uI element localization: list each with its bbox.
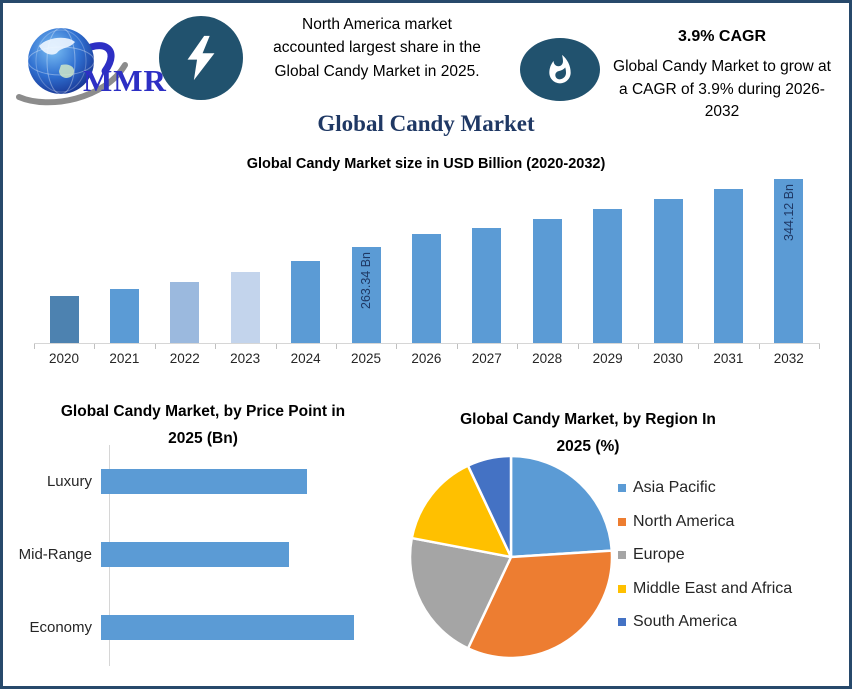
x-tick-label-2031: 2031 <box>713 351 744 366</box>
header-note-line-1: North America market <box>302 16 452 33</box>
pie-slice-europe <box>408 536 513 650</box>
bar-2031 <box>713 189 743 343</box>
legend-label: Middle East and Africa <box>633 580 793 597</box>
price-point-title-line-2: 2025 (Bn) <box>168 430 238 448</box>
header-note-line-3: Global Candy Market in 2025. <box>274 62 480 80</box>
legend-marker-icon <box>618 518 626 526</box>
x-tick-label-2028: 2028 <box>532 351 563 366</box>
legend-marker-icon <box>618 484 626 492</box>
price-point-bar-luxury <box>101 469 307 494</box>
x-axis-tick <box>758 344 760 349</box>
x-axis-tick <box>336 344 337 349</box>
bar-2020 <box>49 296 79 343</box>
price-point-label-economy: Economy <box>29 619 92 636</box>
cagr-headline: 3.9% CAGR <box>677 28 767 45</box>
x-axis-tick <box>819 344 821 349</box>
x-tick-label-2026: 2026 <box>411 351 442 366</box>
legend-label: Europe <box>633 546 685 563</box>
region-title-line-2: 2025 (%) <box>556 438 620 456</box>
bar-2030 <box>653 199 683 343</box>
price-point-row-luxury: Luxury <box>3 469 307 494</box>
x-axis-tick <box>698 344 700 349</box>
flame-icon <box>520 38 600 101</box>
price-point-label-mid-range: Mid-Range <box>18 546 92 563</box>
x-axis-tick <box>577 344 579 349</box>
bar-2032: 344.12 Bn <box>774 179 804 343</box>
x-axis-tick <box>215 344 217 349</box>
cagr-callout: 3.9% CAGR Global Candy Market to grow at… <box>593 25 849 124</box>
legend-marker-icon <box>618 618 626 626</box>
price-point-title-line-1: Global Candy Market, by Price Point in <box>60 403 346 420</box>
logo-text: MMR <box>83 63 167 98</box>
legend-marker-icon <box>618 585 626 593</box>
x-axis-tick <box>396 344 398 349</box>
lightning-icon <box>159 16 243 100</box>
bar-2027 <box>472 228 502 343</box>
legend-label: North America <box>633 513 735 530</box>
legend-item-europe: Europe <box>618 545 685 565</box>
region-title-line-1: Global Candy Market, by Region In <box>460 411 716 428</box>
bar-2023 <box>230 272 260 343</box>
bar-value-label-2025: 263.34 Bn <box>359 252 373 309</box>
region-pie-chart <box>408 454 614 660</box>
page-title: Global Candy Market <box>317 111 535 136</box>
x-tick-label-2030: 2030 <box>652 351 684 366</box>
region-chart-title: Global Candy Market, by Region In 2025 (%… <box>431 406 745 460</box>
market-size-plot: 2020 2021 2022 2023 2024 263.34 Bn 2025 2026 202… <box>3 179 849 366</box>
x-tick-label-2023: 2023 <box>230 351 261 366</box>
pie-slice-north-america <box>466 549 614 660</box>
x-axis-tick <box>638 344 639 349</box>
legend-item-asia-pacific: Asia Pacific <box>618 478 716 498</box>
bar-2026 <box>411 234 441 343</box>
globe-icon <box>16 27 128 106</box>
x-tick-label-2024: 2024 <box>290 351 321 366</box>
pie-slice-middle-east-and-africa <box>410 464 513 559</box>
market-size-chart-title: Global Candy Market size in USD Billion … <box>246 156 606 172</box>
x-tick-label-2029: 2029 <box>592 351 623 366</box>
price-point-bar-economy <box>101 615 354 640</box>
x-axis-line <box>34 343 820 344</box>
bar-2028 <box>532 219 562 343</box>
x-axis-tick <box>456 344 458 349</box>
x-tick-label-2020: 2020 <box>48 351 80 366</box>
mmr-logo: MMR <box>9 13 166 109</box>
legend-label: South America <box>633 613 738 630</box>
bar-2029 <box>593 209 623 343</box>
x-tick-label-2027: 2027 <box>471 351 502 366</box>
cagr-note-line-3: 2032 <box>704 103 740 121</box>
x-axis-tick <box>34 344 35 349</box>
bar-2025: 263.34 Bn <box>351 247 381 343</box>
cagr-note-line-2: a CAGR of 3.9% during 2026- <box>619 80 825 98</box>
x-axis-tick <box>517 344 519 349</box>
header-highlight-note: North America market accounted largest sh… <box>231 13 523 83</box>
bar-2022 <box>170 282 200 343</box>
pie-slice-south-america <box>466 454 513 559</box>
price-point-row-mid-range: Mid-Range <box>3 542 289 567</box>
x-tick-label-2025: 2025 <box>350 351 382 366</box>
bar-2024 <box>291 261 321 343</box>
cagr-note-line-1: Global Candy Market to grow at <box>613 58 831 76</box>
cagr-note: Global Candy Market to grow at a CAGR of … <box>593 56 849 123</box>
bar-2021 <box>109 289 139 343</box>
price-point-label-luxury: Luxury <box>46 473 92 490</box>
legend-item-south-america: South America <box>618 612 737 632</box>
legend-item-middle-east-and-africa: Middle East and Africa <box>618 579 792 599</box>
legend-item-north-america: North America <box>618 512 734 532</box>
x-tick-label-2022: 2022 <box>169 351 200 366</box>
x-tick-label-2021: 2021 <box>109 351 140 366</box>
pie-slice-asia-pacific <box>509 454 614 559</box>
price-point-chart-title: Global Candy Market, by Price Point in 20… <box>21 398 385 452</box>
legend-label: Asia Pacific <box>633 479 716 496</box>
bar-value-label-2032: 344.12 Bn <box>781 184 796 241</box>
header-note-line-2: accounted largest share in the <box>273 39 481 57</box>
x-axis-tick <box>275 344 277 349</box>
x-axis-tick <box>154 344 156 349</box>
price-point-row-economy: Economy <box>3 615 354 640</box>
x-axis-tick <box>94 344 96 349</box>
x-tick-label-2032: 2032 <box>773 351 804 366</box>
legend-marker-icon <box>618 551 626 559</box>
price-point-bar-mid-range <box>101 542 289 567</box>
